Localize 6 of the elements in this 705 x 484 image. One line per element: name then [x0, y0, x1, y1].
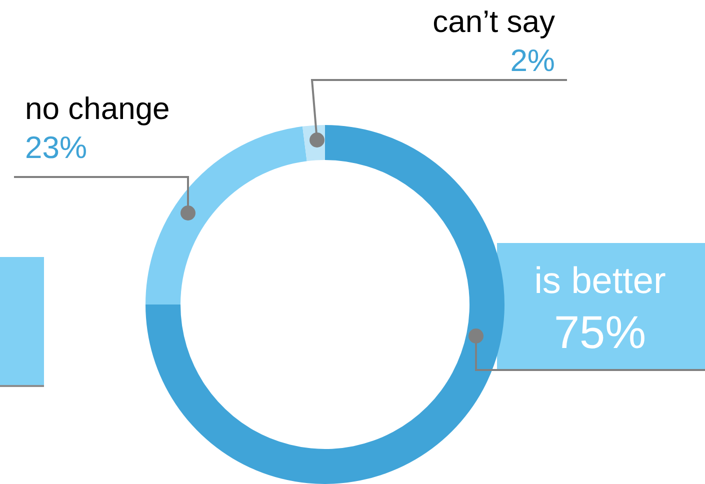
slice-label: is better — [534, 260, 666, 301]
slice-label: can’t say — [432, 4, 555, 39]
slice-label: no change — [25, 90, 170, 126]
data-label: 2% — [510, 42, 555, 78]
data-label: 23% — [25, 130, 88, 165]
data-label: 75% — [554, 306, 646, 358]
